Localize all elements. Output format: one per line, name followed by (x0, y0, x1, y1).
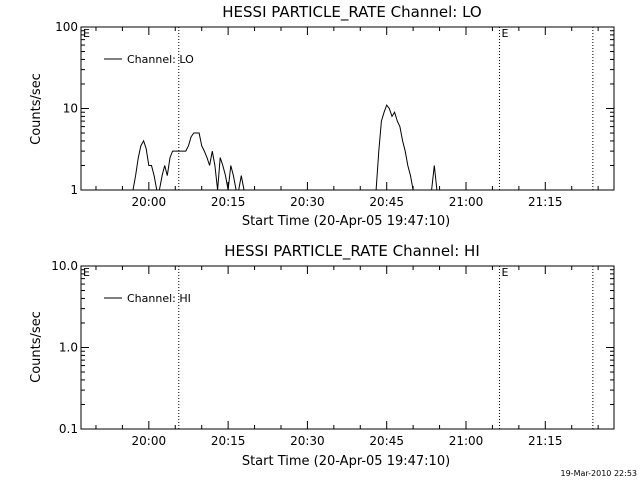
y-tick-label: 100 (55, 20, 78, 34)
series-line (431, 165, 438, 191)
chart-title: HESSI PARTICLE_RATE Channel: HI (224, 242, 480, 261)
legend-label: Channel: HI (127, 292, 191, 305)
y-tick-label: 10.0 (51, 259, 78, 273)
event-marker-label: E (501, 27, 508, 40)
x-tick-label: 20:00 (132, 195, 167, 209)
x-tick-label: 21:00 (449, 195, 484, 209)
axes: 20:00 20:15 20:30 20:45 21:00 21:15 1 10 100 (55, 20, 614, 209)
data-series (132, 104, 438, 191)
x-tick-label: 20:15 (211, 195, 246, 209)
event-marker-label: E (83, 266, 90, 279)
x-axis-label: Start Time (20-Apr-05 19:47:10) (242, 454, 450, 469)
axes: 20:00 20:15 20:30 20:45 21:00 21:15 0.1 1.0 10.0 (51, 259, 614, 448)
x-tick-label: 20:45 (369, 434, 404, 448)
x-tick-label: 20:30 (290, 195, 325, 209)
y-axis-label: Counts/sec (29, 73, 44, 145)
legend-label: Channel: LO (127, 53, 194, 66)
panel-hi: HESSI PARTICLE_RATE Channel: HI Start Ti… (29, 242, 615, 469)
x-tick-label: 20:00 (132, 434, 167, 448)
legend: Channel: LO (104, 53, 194, 66)
x-tick-label: 20:15 (211, 434, 246, 448)
plot-frame (80, 265, 615, 430)
panel-lo: HESSI PARTICLE_RATE Channel: LO Start Ti… (29, 3, 615, 229)
x-tick-label: 21:15 (528, 434, 563, 448)
x-tick-label: 20:45 (369, 195, 404, 209)
series-line (375, 104, 414, 191)
y-axis-label: Counts/sec (29, 311, 44, 383)
series-line (132, 132, 245, 191)
y-tick-label: 1.0 (59, 341, 78, 355)
plot-frame (80, 26, 615, 191)
event-marker-label: E (501, 266, 508, 279)
y-tick-label: 10 (63, 102, 78, 116)
x-tick-label: 21:15 (528, 195, 563, 209)
x-tick-label: 20:30 (290, 434, 325, 448)
y-tick-label: 1 (70, 183, 78, 197)
footer-timestamp: 19-Mar-2010 22:53 (561, 469, 638, 478)
y-tick-label: 0.1 (59, 422, 78, 436)
chart-title: HESSI PARTICLE_RATE Channel: LO (222, 3, 481, 22)
legend: Channel: HI (104, 292, 191, 305)
x-axis-label: Start Time (20-Apr-05 19:47:10) (242, 214, 450, 229)
event-marker-label: E (83, 27, 90, 40)
x-tick-label: 21:00 (449, 434, 484, 448)
